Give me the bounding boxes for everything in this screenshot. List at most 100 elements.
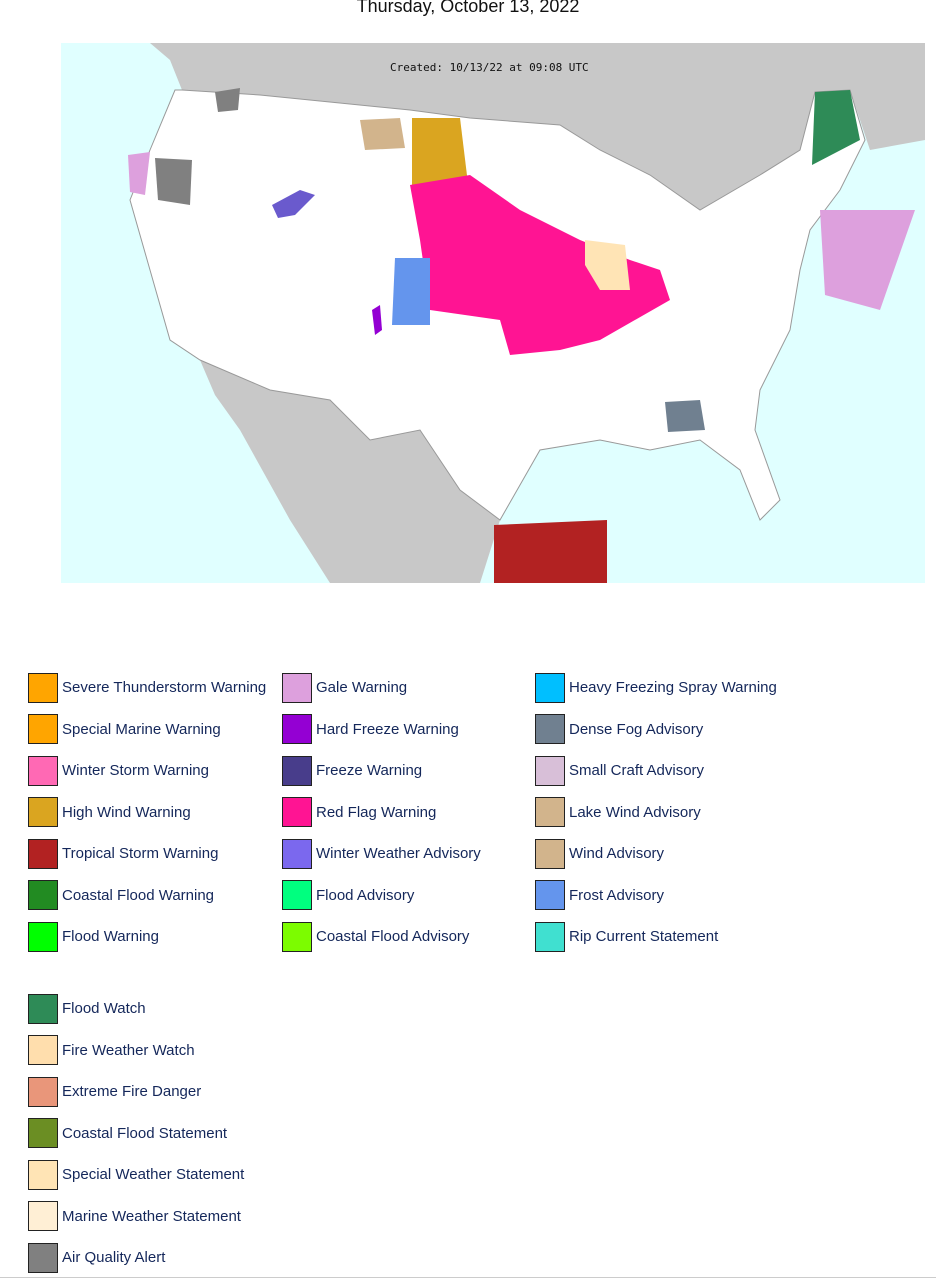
legend-label: Flood Advisory (316, 886, 415, 904)
legend-label: Flood Warning (62, 928, 159, 945)
flood-watch-area (812, 90, 860, 165)
legend-swatch (535, 880, 565, 910)
legend-item: Special Marine Warning (28, 714, 221, 745)
legend-item: Air Quality Alert (28, 1242, 165, 1273)
legend-item: Extreme Fire Danger (28, 1076, 201, 1107)
legend-label: Special Marine Warning (62, 720, 221, 738)
legend-swatch (28, 838, 58, 869)
legend-swatch (28, 1159, 58, 1190)
legend-swatch (282, 672, 312, 703)
legend-swatch (535, 797, 565, 827)
legend-swatch (282, 714, 312, 744)
legend-label: Red Flag Warning (316, 803, 437, 821)
legend-item: Fire Weather Watch (28, 1035, 195, 1066)
legend-item: Winter Weather Advisory (282, 838, 481, 869)
legend-swatch (28, 1118, 58, 1148)
legend-label: Air Quality Alert (62, 1249, 166, 1266)
legend-label: Marine Weather Statement (62, 1207, 241, 1225)
legend-label: Small Craft Advisory (569, 762, 705, 779)
legend-label: Wind Advisory (569, 845, 665, 862)
legend-item: Dense Fog Advisory (535, 714, 703, 745)
air-quality-area (155, 158, 192, 205)
legend-item: Marine Weather Statement (28, 1201, 241, 1232)
legend-label: Heavy Freezing Spray Warning (569, 679, 777, 696)
legend-label: Winter Storm Warning (62, 762, 209, 779)
red-flag-area (410, 175, 670, 355)
page-title: Thursday, October 13, 2022 (356, 0, 580, 16)
legend-label: Coastal Flood Statement (62, 1124, 228, 1142)
legend-label: Extreme Fire Danger (62, 1083, 202, 1100)
legend-item: Red Flag Warning (282, 797, 436, 828)
legend-item: Tropical Storm Warning (28, 838, 218, 869)
legend-swatch (28, 921, 58, 952)
legend-label: Dense Fog Advisory (569, 720, 704, 738)
legend-label: Tropical Storm Warning (62, 845, 219, 862)
legend-swatch (535, 921, 565, 952)
legend-swatch (28, 1035, 58, 1065)
legend-label: Flood Watch (62, 1000, 146, 1017)
legend-label: Hard Freeze Warning (316, 720, 459, 738)
air-quality-area (215, 88, 240, 112)
legend-label: Coastal Flood Advisory (316, 928, 470, 945)
hard-freeze-area (372, 305, 382, 335)
created-stamp: Created: 10/13/22 at 09:08 UTC (390, 61, 589, 74)
legend-label: Coastal Flood Warning (62, 886, 215, 904)
frost-area (392, 258, 430, 325)
legend-item: Small Craft Advisory (535, 755, 704, 786)
legend-swatch (535, 714, 565, 744)
legend-swatch (28, 880, 58, 910)
legend-item: Wind Advisory (535, 838, 664, 869)
legend-label: Winter Weather Advisory (316, 845, 481, 862)
legend-item: Flood Warning (28, 921, 159, 952)
legend-swatch (28, 993, 58, 1024)
legend-item: Heavy Freezing Spray Warning (535, 672, 777, 703)
legend-swatch (28, 672, 58, 703)
legend-swatch (282, 838, 312, 869)
legend-label: Gale Warning (316, 679, 408, 696)
legend-swatch (282, 797, 312, 827)
legend-swatch (28, 1201, 58, 1231)
mexico (200, 360, 500, 583)
legend-item: High Wind Warning (28, 797, 191, 828)
legend-label: Rip Current Statement (569, 928, 719, 945)
dense-fog-area (665, 400, 705, 432)
legend-swatch (282, 755, 312, 786)
freeze-area (272, 190, 315, 218)
legend-item: Coastal Flood Advisory (282, 921, 469, 952)
legend-swatch (535, 672, 565, 703)
legend-item: Frost Advisory (535, 880, 664, 911)
legend-item: Flood Advisory (282, 880, 414, 911)
legend-label: Severe Thunderstorm Warning (62, 679, 267, 696)
legend-item: Gale Warning (282, 672, 407, 703)
legend-item: Rip Current Statement (535, 921, 718, 952)
legend-label: Lake Wind Advisory (569, 803, 701, 821)
legend-item: Coastal Flood Statement (28, 1118, 227, 1149)
gale-area (128, 152, 150, 195)
gale-area (820, 210, 915, 310)
legend-item: Winter Storm Warning (28, 755, 209, 786)
hazard-map: Created: 10/13/22 at 09:08 UTC (61, 43, 925, 583)
legend-label: Freeze Warning (316, 762, 423, 779)
legend-swatch (282, 921, 312, 952)
fire-weather-area (585, 240, 630, 290)
legend-swatch (535, 838, 565, 869)
legend-label: Fire Weather Watch (62, 1041, 195, 1059)
legend-item: Lake Wind Advisory (535, 797, 701, 828)
legend-swatch (28, 797, 58, 827)
legend-item: Flood Watch (28, 993, 146, 1024)
legend-item: Special Weather Statement (28, 1159, 244, 1190)
legend-swatch (28, 1076, 58, 1107)
legend-swatch (28, 714, 58, 744)
legend-swatch (535, 755, 565, 786)
divider (0, 1277, 936, 1278)
tropical-storm-area (494, 520, 607, 583)
legend-item: Severe Thunderstorm Warning (28, 672, 266, 703)
legend-label: Special Weather Statement (62, 1166, 245, 1183)
legend-item: Freeze Warning (282, 755, 422, 786)
legend-swatch (28, 1242, 58, 1273)
legend-swatch (28, 755, 58, 786)
legend-item: Coastal Flood Warning (28, 880, 214, 911)
legend-label: Frost Advisory (569, 886, 665, 904)
